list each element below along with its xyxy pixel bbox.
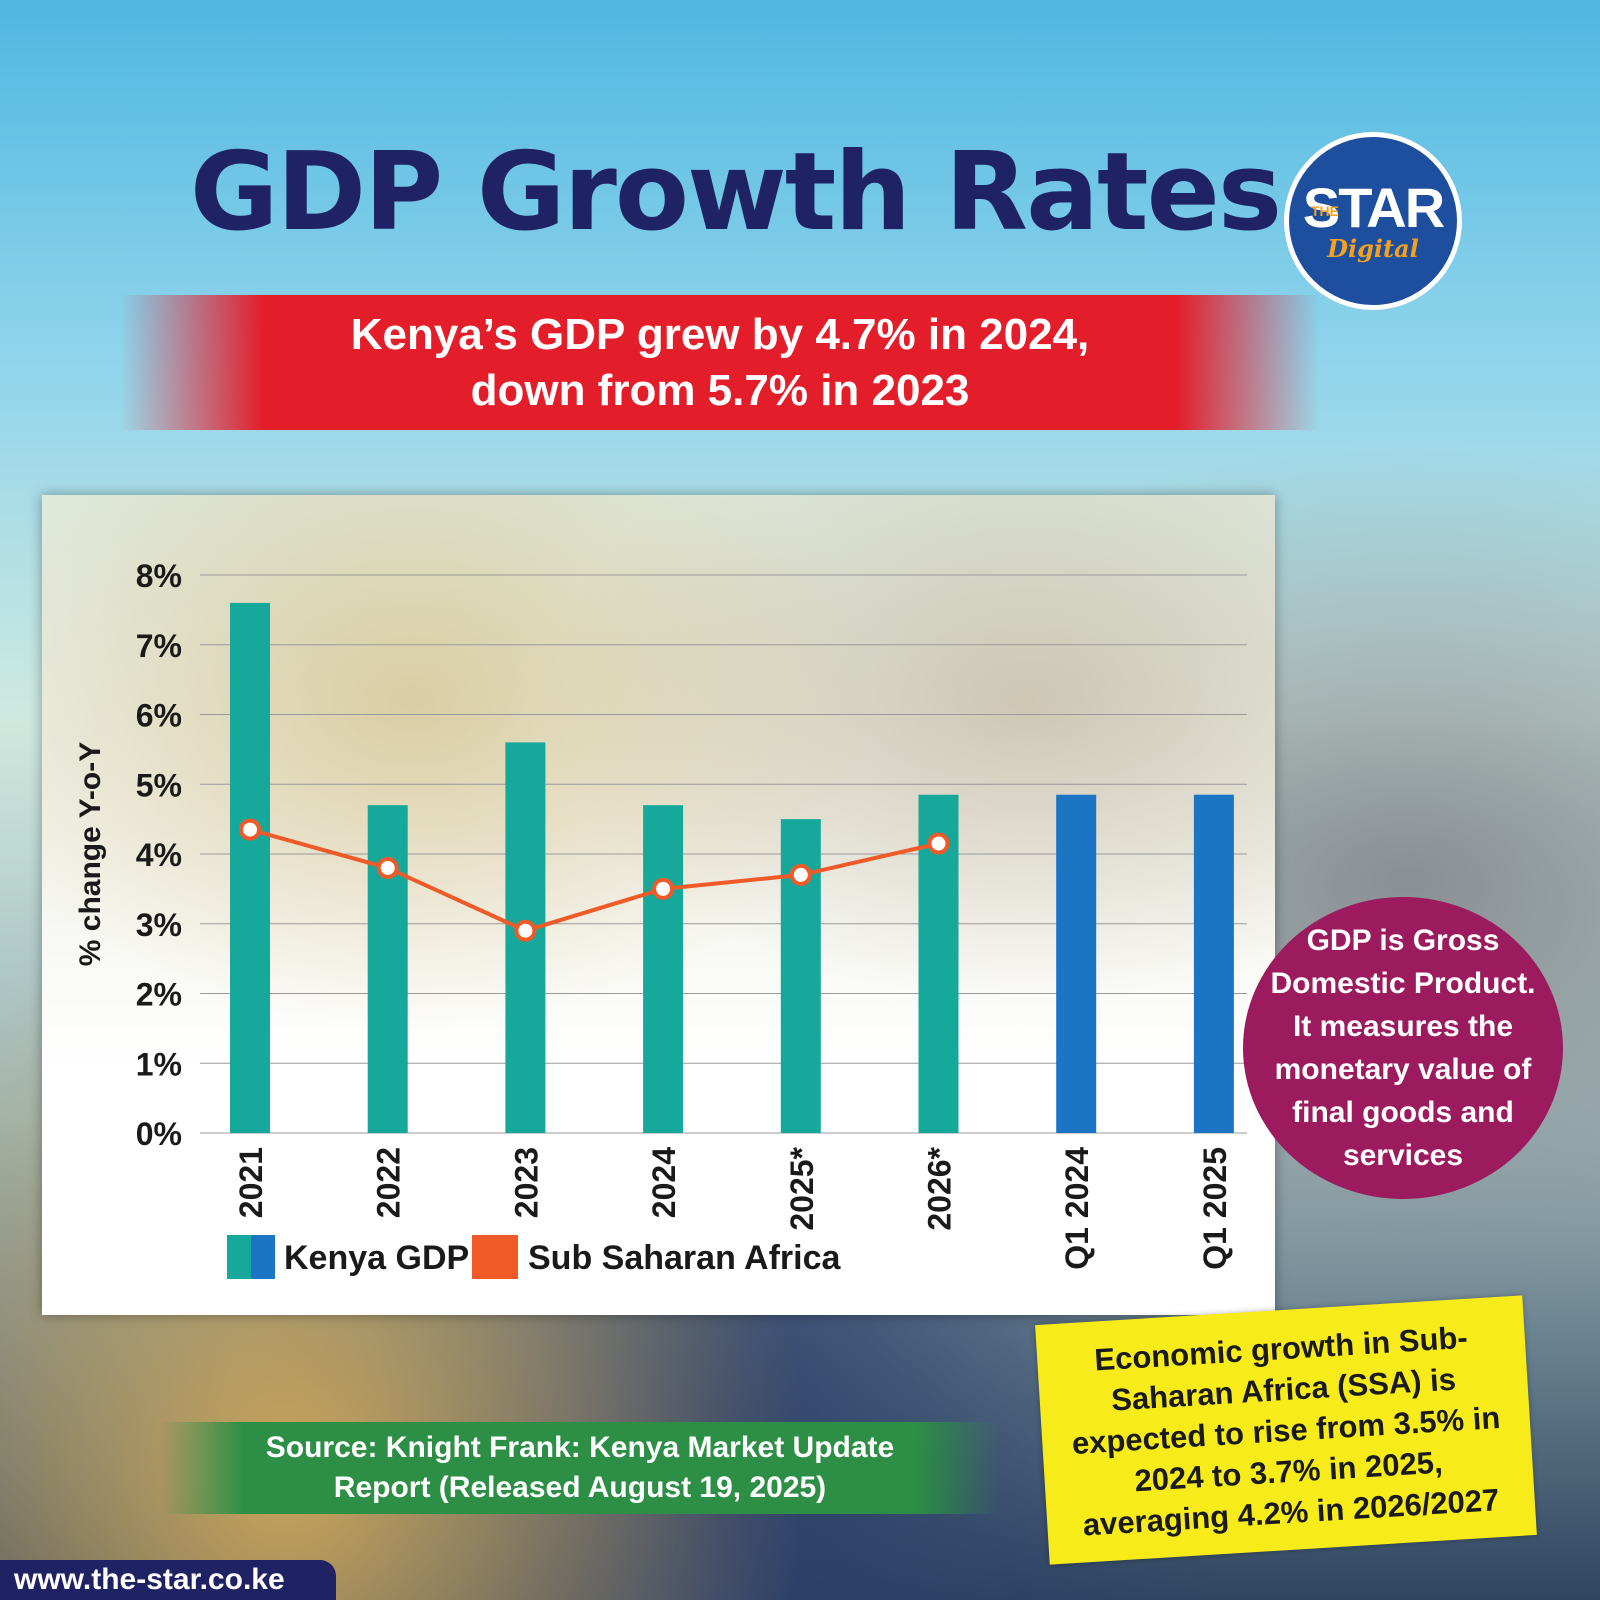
x-tick-label: 2025*	[784, 1146, 820, 1230]
x-tick-label: Q1 2024	[1059, 1147, 1095, 1270]
website-url[interactable]: www.the-star.co.ke	[0, 1560, 336, 1600]
page-title: GDP Growth Rates	[189, 130, 1282, 255]
y-tick-label: 2%	[136, 977, 182, 1013]
ssa-point	[789, 863, 812, 886]
y-tick-label: 8%	[136, 558, 182, 594]
kenya-gdp-bar	[643, 805, 684, 1133]
the-star-logo: THE STAR Digital	[1284, 132, 1462, 310]
x-tick-label: 2022	[371, 1147, 407, 1218]
logo-digital-text: Digital	[1327, 233, 1419, 263]
gdp-definition-callout: GDP is Gross Domestic Product. It measur…	[1243, 897, 1563, 1199]
y-axis-label: % change Y-o-Y	[74, 742, 107, 967]
y-tick-label: 1%	[136, 1046, 182, 1082]
gdp-chart: 0% 1% 2% 3% 4% 5% 6% 7% 8% % change Y-o-Y 2021 2022…	[74, 558, 1247, 1279]
kenya-gdp-bar	[1056, 794, 1097, 1133]
chart-panel: 0% 1% 2% 3% 4% 5% 6% 7% 8% % change Y-o-Y 2021 2022…	[42, 495, 1275, 1315]
legend-kenya-swatch-teal	[227, 1235, 251, 1279]
gdp-definition-text: GDP is Gross Domestic Product. It measur…	[1270, 924, 1536, 1172]
source-line-2: Report (Released August 19, 2025)	[333, 1471, 827, 1504]
legend-kenya-label: Kenya GDP	[284, 1239, 469, 1277]
x-tick-label: 2024	[646, 1147, 682, 1218]
y-tick-label: 5%	[136, 767, 182, 803]
x-tick-label: 2021	[233, 1147, 269, 1218]
ssa-line	[249, 827, 939, 933]
headline-banner: Kenya’s GDP grew by 4.7% in 2024, down f…	[120, 295, 1320, 430]
x-tick-label: Q1 2025	[1197, 1147, 1233, 1270]
y-tick-label: 7%	[136, 628, 182, 664]
ssa-outlook-callout: Economic growth in Sub-Saharan Africa (S…	[1035, 1295, 1537, 1565]
y-tick-label: 3%	[136, 907, 182, 943]
headline-line-2: down from 5.7% in 2023	[470, 365, 970, 415]
logo-star-text: STAR	[1302, 175, 1445, 239]
kenya-gdp-bar	[230, 602, 270, 1133]
y-tick-label: 4%	[136, 837, 182, 873]
logo-the-text: THE	[1311, 203, 1339, 219]
legend-ssa-swatch	[472, 1235, 518, 1279]
ssa-point	[514, 919, 537, 942]
y-tick-label: 6%	[136, 698, 182, 734]
kenya-gdp-bar	[367, 805, 408, 1133]
ssa-outlook-text: Economic growth in Sub-Saharan Africa (S…	[1070, 1319, 1502, 1543]
legend-ssa-label: Sub Saharan Africa	[528, 1239, 841, 1277]
source-note: Source: Knight Frank: Kenya Market Updat…	[160, 1422, 1000, 1514]
y-tick-label: 0%	[136, 1116, 182, 1152]
ssa-point	[652, 877, 675, 900]
legend-kenya-swatch-blue	[251, 1235, 275, 1279]
kenya-gdp-bar	[1193, 794, 1234, 1133]
source-line-1: Source: Knight Frank: Kenya Market Updat…	[265, 1431, 895, 1464]
ssa-point	[927, 832, 950, 855]
headline-line-1: Kenya’s GDP grew by 4.7% in 2024,	[350, 309, 1090, 359]
x-tick-label: 2023	[508, 1147, 544, 1218]
ssa-point	[376, 856, 399, 879]
ssa-point	[239, 818, 261, 841]
x-tick-label: 2026*	[922, 1146, 958, 1230]
